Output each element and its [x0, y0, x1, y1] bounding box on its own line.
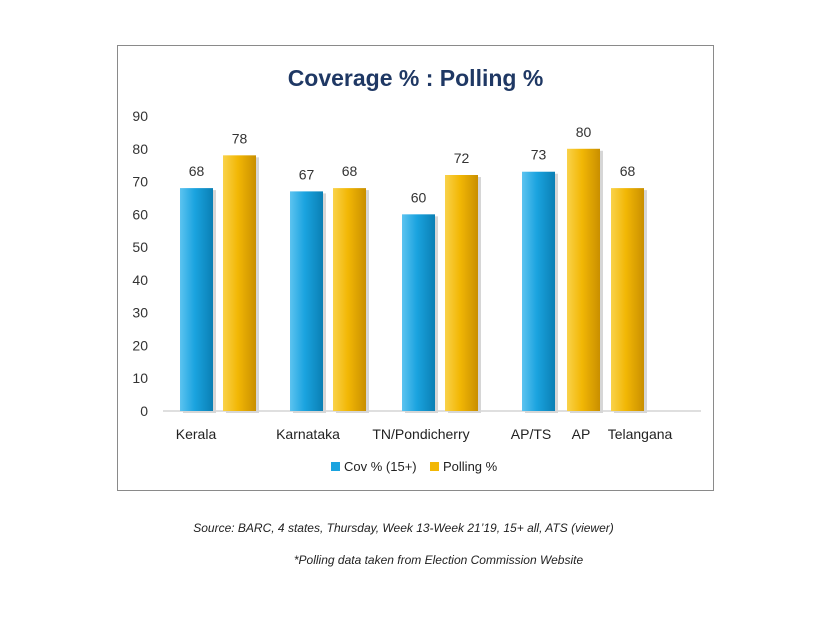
polling-data-note: *Polling data taken from Election Commis… — [293, 553, 584, 567]
y-tick-label: 10 — [132, 370, 148, 386]
data-label: 67 — [299, 166, 315, 182]
bar-telangana-polling — [611, 188, 644, 411]
chart-title: Coverage % : Polling % — [287, 65, 544, 91]
bar-chart: 0 10 20 30 40 50 60 70 80 90 68 78 Kerala 67 68 Karnat… — [132, 108, 701, 474]
source-note: Source: BARC, 4 states, Thursday, Week 1… — [193, 521, 614, 535]
data-label: 80 — [576, 124, 592, 140]
category-label: AP/TS — [511, 426, 551, 442]
category-label: Karnataka — [276, 426, 340, 442]
category-label: AP — [572, 426, 591, 442]
legend-label-coverage: Cov % (15+) — [344, 459, 417, 474]
y-tick-label: 40 — [132, 272, 148, 288]
bar-karnataka-coverage — [290, 191, 323, 411]
category-label: TN/Pondicherry — [372, 426, 469, 442]
legend-label-polling: Polling % — [443, 459, 498, 474]
category-label: Kerala — [176, 426, 217, 442]
data-label: 73 — [531, 147, 547, 163]
bar-karnataka-polling — [333, 188, 366, 411]
chart-frame: Coverage % : Polling % 0 10 20 30 40 50 60 70 80… — [117, 45, 714, 491]
bar-ap-ts-coverage — [522, 171, 555, 411]
data-label: 68 — [342, 163, 358, 179]
y-tick-label: 80 — [132, 141, 148, 157]
legend-swatch-polling — [430, 462, 439, 471]
legend-swatch-coverage — [331, 462, 340, 471]
y-tick-label: 20 — [132, 337, 148, 353]
data-label: 68 — [189, 163, 205, 179]
category-label: Telangana — [608, 426, 673, 442]
bar-ap-polling — [567, 148, 600, 411]
bar-kerala-coverage — [180, 188, 213, 411]
bar-kerala-polling — [223, 155, 256, 411]
data-label: 78 — [232, 130, 248, 146]
data-label: 68 — [620, 163, 636, 179]
y-tick-label: 50 — [132, 239, 148, 255]
y-tick-label: 60 — [132, 206, 148, 222]
bar-tn-pondicherry-coverage — [402, 214, 435, 411]
data-label: 72 — [454, 150, 470, 166]
bar-tn-pondicherry-polling — [445, 175, 478, 411]
y-tick-label: 70 — [132, 174, 148, 190]
y-tick-label: 90 — [132, 108, 148, 124]
data-label: 60 — [411, 189, 427, 205]
y-tick-label: 30 — [132, 305, 148, 321]
y-tick-label: 0 — [140, 403, 148, 419]
